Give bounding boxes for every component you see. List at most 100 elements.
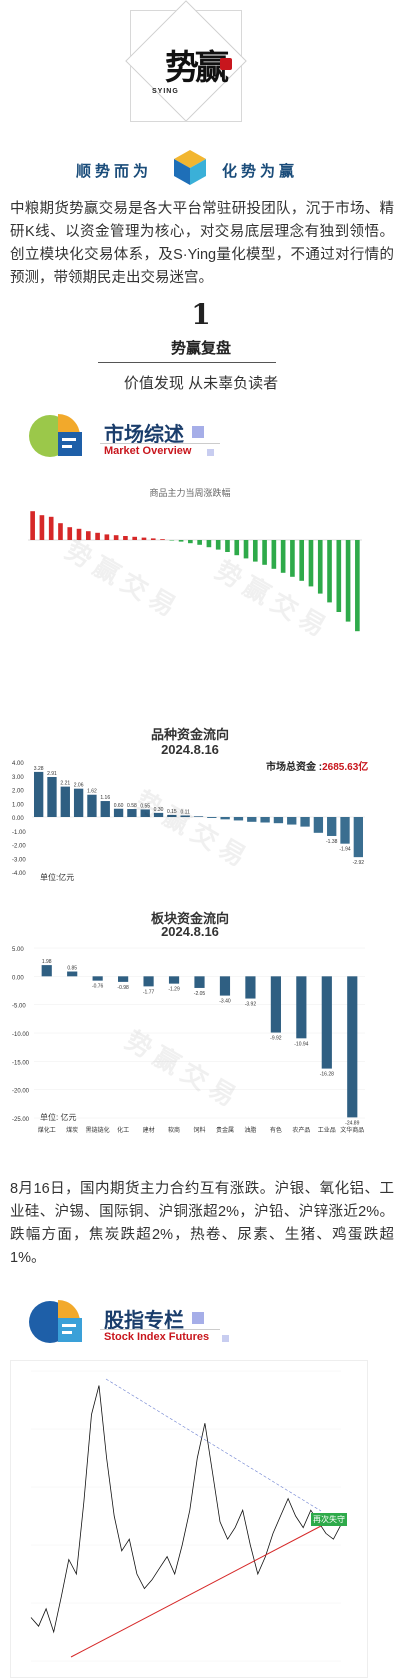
chart1-bar [113, 535, 119, 540]
chart1-bar [150, 538, 156, 540]
market-overview-icon [29, 414, 82, 457]
chart2-data-label: 0.11 [180, 809, 190, 815]
section-number: 1 [191, 298, 211, 331]
chart3-data-label: -1.77 [143, 989, 155, 995]
chart2-data-label: -1.94 [339, 847, 351, 853]
chart2-data-label: 1.62 [87, 789, 97, 795]
index-header-square [192, 1312, 204, 1324]
chart2-data-label: 2.91 [47, 771, 57, 777]
chart1-bar [280, 540, 286, 573]
market-overview-subtitle: Market Overview [104, 445, 192, 457]
chart3-data-label: 1.98 [42, 959, 52, 965]
chart1-bar [317, 540, 323, 594]
chart3-category-label: 化工 [117, 1126, 129, 1134]
chart1-bar [308, 540, 314, 587]
chart2-bar [140, 809, 150, 817]
chart1-bar [252, 540, 258, 562]
brand-seal-icon [220, 58, 232, 70]
chart3-category-label: 煤炭 [66, 1126, 78, 1134]
chart3-category-label: 建材 [143, 1126, 155, 1134]
chart3-category-label: 有色 [270, 1126, 282, 1134]
cube-icon [174, 150, 206, 185]
chart3-title: 板块资金流向 [150, 911, 229, 926]
market-header-square [192, 426, 204, 438]
chart-variety-fund-flow: 品种资金流向 2024.8.16 市场总资金 :2685.63亿 单位:亿元 4… [10, 722, 370, 890]
chart3-y-tick: -15.00 [12, 1060, 30, 1066]
chart3-category-label: 软商 [168, 1126, 180, 1134]
chart2-data-label: 0.58 [127, 803, 137, 809]
chart2-title: 品种资金流向 [150, 727, 229, 742]
chart2-svg: 4.00 3.00 2.00 1.00 0.00 -1.00 -2.00 -3.00 -4.00… [12, 761, 365, 877]
chart3-svg: 5.00 0.00 -5.00 -10.00 -15.00 -20.00 -25.00 1.9… [12, 947, 365, 1134]
chart3-category-label: 油脂 [244, 1126, 256, 1134]
chart3-data-label: -1.29 [168, 987, 180, 993]
chart3-date: 2024.8.16 [161, 924, 219, 939]
chart1-bar [178, 540, 184, 542]
chart2-bar [220, 817, 230, 820]
chart3-y-tick: 5.00 [12, 947, 24, 953]
market-header-square-small [207, 449, 214, 456]
chart3-bar [67, 971, 78, 977]
slogan-left: 顺势而为 [76, 163, 153, 180]
chart4-support-line [70, 1525, 322, 1658]
brand-logo-text: 势赢 [165, 48, 229, 88]
chart2-bar [167, 814, 177, 817]
chart1-bar [271, 540, 277, 569]
chart3-data-label: 0.85 [67, 966, 77, 972]
chart3-bar [168, 976, 180, 984]
chart-sector-fund-flow: 板块资金流向 2024.8.16 单位: 亿元 5.00 0.00 -5.00 -10… [10, 908, 370, 1140]
chart2-y-tick: 3.00 [12, 775, 24, 781]
chart1-bar [39, 515, 45, 540]
chart2-total-label: 市场总资金 :2685.63亿 [266, 762, 369, 773]
chart2-bar [113, 808, 124, 817]
chart2-y-tick: -3.00 [12, 857, 26, 863]
stock-index-subtitle: Stock Index Futures [104, 1331, 210, 1343]
chart2-bar [260, 817, 270, 823]
chart2-y-tick: -4.00 [12, 871, 26, 877]
chart2-bar [60, 786, 70, 817]
chart2-bar [340, 817, 350, 844]
chart3-category-label: 农产品 [292, 1126, 310, 1134]
chart2-bar [127, 809, 137, 817]
chart1-bar [141, 537, 147, 540]
chart2-bar [153, 812, 164, 817]
chart1-title: 商品主力当周涨跌幅 [149, 488, 231, 498]
index-header-square-small [222, 1335, 229, 1342]
chart2-bar [287, 817, 297, 825]
chart3-data-label: -2.05 [194, 991, 206, 997]
chart4-annotation: 再次失守 [311, 1513, 347, 1526]
chart1-bar [299, 540, 305, 581]
index-header-line [100, 1329, 220, 1330]
brand-logo-sub: SYING [152, 88, 179, 95]
chart3-data-label: -3.92 [245, 1002, 257, 1008]
chart1-bar [76, 528, 82, 540]
chart2-bar [47, 776, 57, 817]
stock-index-icon [29, 1300, 82, 1343]
chart-stock-index: 再次失守 [10, 1360, 368, 1678]
chart3-bar [118, 976, 129, 982]
chart2-bar [273, 817, 284, 824]
chart3-bar [296, 976, 307, 1039]
chart1-bar [48, 516, 54, 540]
chart1-bar [345, 540, 351, 622]
chart1-svg [28, 511, 362, 632]
chart3-bar [143, 976, 154, 987]
chart2-bar [300, 817, 310, 827]
chart2-total-value: 2685.63亿 [322, 762, 369, 773]
chart2-data-label: 2.06 [74, 783, 84, 789]
chart3-category-label: 文华商品 [340, 1126, 364, 1134]
chart2-bar [193, 816, 204, 817]
chart2-y-tick: -1.00 [12, 830, 26, 836]
chart3-data-label: -24.89 [345, 1120, 359, 1126]
chart2-y-tick: 4.00 [12, 761, 24, 767]
chart3-category-label: 贵金属 [216, 1126, 234, 1134]
chart3-data-label: -16.28 [320, 1072, 334, 1078]
chart1-bar [355, 540, 360, 632]
market-overview-title: 市场综述 [104, 424, 184, 446]
chart4-index-line [30, 1385, 342, 1634]
chart2-bar [233, 817, 244, 821]
chart3-unit: 单位: 亿元 [40, 1113, 77, 1122]
chart1-bar [58, 523, 63, 540]
chart2-data-label: -1.38 [326, 839, 338, 845]
chart1-bar [234, 540, 240, 556]
